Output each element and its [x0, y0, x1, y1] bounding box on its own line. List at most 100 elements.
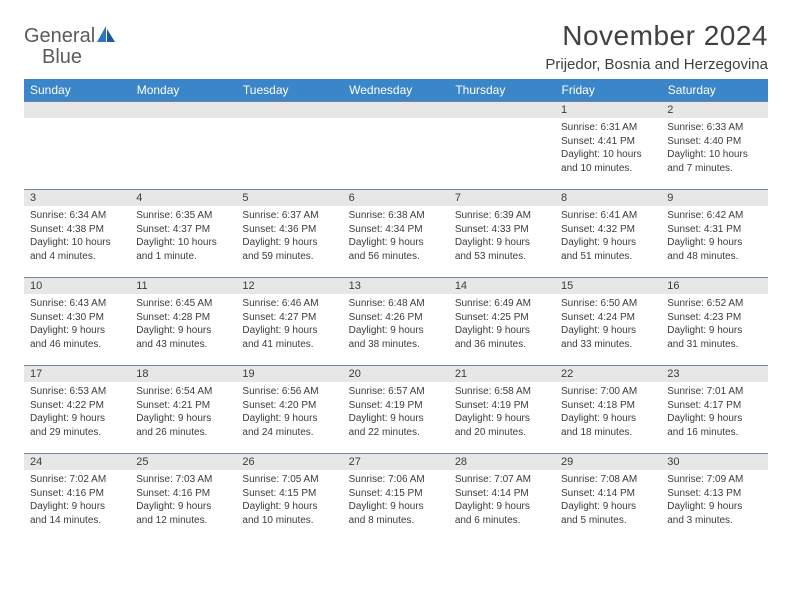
day-number: 6: [343, 189, 449, 206]
day-number: 17: [24, 365, 130, 382]
calendar-week-row: 17Sunrise: 6:53 AM Sunset: 4:22 PM Dayli…: [24, 365, 768, 453]
day-number: 22: [555, 365, 661, 382]
calendar-day-cell: .: [449, 101, 555, 189]
calendar-day-cell: .: [343, 101, 449, 189]
calendar-day-cell: 10Sunrise: 6:43 AM Sunset: 4:30 PM Dayli…: [24, 277, 130, 365]
day-number: .: [449, 101, 555, 118]
weekday-header: Saturday: [661, 79, 767, 101]
calendar-day-cell: 6Sunrise: 6:38 AM Sunset: 4:34 PM Daylig…: [343, 189, 449, 277]
calendar-day-cell: 27Sunrise: 7:06 AM Sunset: 4:15 PM Dayli…: [343, 453, 449, 541]
day-details: Sunrise: 7:08 AM Sunset: 4:14 PM Dayligh…: [555, 470, 661, 531]
calendar-header-row: SundayMondayTuesdayWednesdayThursdayFrid…: [24, 79, 768, 101]
calendar-day-cell: 14Sunrise: 6:49 AM Sunset: 4:25 PM Dayli…: [449, 277, 555, 365]
brand-text-2: Blue: [24, 46, 82, 68]
day-number: 10: [24, 277, 130, 294]
day-details: Sunrise: 7:02 AM Sunset: 4:16 PM Dayligh…: [24, 470, 130, 531]
sail-icon: [97, 29, 115, 46]
day-details: Sunrise: 6:50 AM Sunset: 4:24 PM Dayligh…: [555, 294, 661, 355]
calendar-week-row: 24Sunrise: 7:02 AM Sunset: 4:16 PM Dayli…: [24, 453, 768, 541]
calendar-day-cell: 28Sunrise: 7:07 AM Sunset: 4:14 PM Dayli…: [449, 453, 555, 541]
day-details: Sunrise: 6:48 AM Sunset: 4:26 PM Dayligh…: [343, 294, 449, 355]
calendar-day-cell: 1Sunrise: 6:31 AM Sunset: 4:41 PM Daylig…: [555, 101, 661, 189]
day-details: Sunrise: 6:43 AM Sunset: 4:30 PM Dayligh…: [24, 294, 130, 355]
calendar-table: SundayMondayTuesdayWednesdayThursdayFrid…: [24, 79, 768, 541]
weekday-header: Wednesday: [343, 79, 449, 101]
day-number: 2: [661, 101, 767, 118]
calendar-day-cell: .: [24, 101, 130, 189]
day-details: Sunrise: 7:07 AM Sunset: 4:14 PM Dayligh…: [449, 470, 555, 531]
day-details: Sunrise: 6:34 AM Sunset: 4:38 PM Dayligh…: [24, 206, 130, 267]
day-details: Sunrise: 6:49 AM Sunset: 4:25 PM Dayligh…: [449, 294, 555, 355]
location-subtitle: Prijedor, Bosnia and Herzegovina: [545, 56, 768, 73]
day-details: Sunrise: 6:46 AM Sunset: 4:27 PM Dayligh…: [236, 294, 342, 355]
day-number: 13: [343, 277, 449, 294]
day-number: 9: [661, 189, 767, 206]
weekday-header: Monday: [130, 79, 236, 101]
day-details: Sunrise: 6:45 AM Sunset: 4:28 PM Dayligh…: [130, 294, 236, 355]
calendar-week-row: 3Sunrise: 6:34 AM Sunset: 4:38 PM Daylig…: [24, 189, 768, 277]
day-details: Sunrise: 6:39 AM Sunset: 4:33 PM Dayligh…: [449, 206, 555, 267]
day-details: Sunrise: 6:52 AM Sunset: 4:23 PM Dayligh…: [661, 294, 767, 355]
day-number: .: [343, 101, 449, 118]
day-details: Sunrise: 6:42 AM Sunset: 4:31 PM Dayligh…: [661, 206, 767, 267]
day-number: 7: [449, 189, 555, 206]
calendar-day-cell: 30Sunrise: 7:09 AM Sunset: 4:13 PM Dayli…: [661, 453, 767, 541]
day-details: Sunrise: 6:38 AM Sunset: 4:34 PM Dayligh…: [343, 206, 449, 267]
weekday-header: Friday: [555, 79, 661, 101]
day-number: 8: [555, 189, 661, 206]
day-details: Sunrise: 6:41 AM Sunset: 4:32 PM Dayligh…: [555, 206, 661, 267]
day-number: 19: [236, 365, 342, 382]
calendar-day-cell: 5Sunrise: 6:37 AM Sunset: 4:36 PM Daylig…: [236, 189, 342, 277]
calendar-day-cell: 11Sunrise: 6:45 AM Sunset: 4:28 PM Dayli…: [130, 277, 236, 365]
weekday-header: Thursday: [449, 79, 555, 101]
calendar-day-cell: 21Sunrise: 6:58 AM Sunset: 4:19 PM Dayli…: [449, 365, 555, 453]
day-details: Sunrise: 6:56 AM Sunset: 4:20 PM Dayligh…: [236, 382, 342, 443]
calendar-day-cell: 23Sunrise: 7:01 AM Sunset: 4:17 PM Dayli…: [661, 365, 767, 453]
brand-logo: General Blue: [24, 20, 115, 68]
day-number: 23: [661, 365, 767, 382]
calendar-day-cell: 29Sunrise: 7:08 AM Sunset: 4:14 PM Dayli…: [555, 453, 661, 541]
brand-text-1: General: [24, 25, 95, 47]
day-details: Sunrise: 7:00 AM Sunset: 4:18 PM Dayligh…: [555, 382, 661, 443]
weekday-header: Tuesday: [236, 79, 342, 101]
day-number: 21: [449, 365, 555, 382]
day-number: .: [236, 101, 342, 118]
day-number: 28: [449, 453, 555, 470]
calendar-day-cell: 16Sunrise: 6:52 AM Sunset: 4:23 PM Dayli…: [661, 277, 767, 365]
day-details: Sunrise: 7:09 AM Sunset: 4:13 PM Dayligh…: [661, 470, 767, 531]
day-details: Sunrise: 6:31 AM Sunset: 4:41 PM Dayligh…: [555, 118, 661, 179]
day-number: .: [24, 101, 130, 118]
calendar-day-cell: 18Sunrise: 6:54 AM Sunset: 4:21 PM Dayli…: [130, 365, 236, 453]
day-details: Sunrise: 6:53 AM Sunset: 4:22 PM Dayligh…: [24, 382, 130, 443]
calendar-day-cell: 12Sunrise: 6:46 AM Sunset: 4:27 PM Dayli…: [236, 277, 342, 365]
day-details: Sunrise: 7:05 AM Sunset: 4:15 PM Dayligh…: [236, 470, 342, 531]
day-details: Sunrise: 6:54 AM Sunset: 4:21 PM Dayligh…: [130, 382, 236, 443]
day-number: 4: [130, 189, 236, 206]
day-number: 18: [130, 365, 236, 382]
day-details: Sunrise: 6:37 AM Sunset: 4:36 PM Dayligh…: [236, 206, 342, 267]
day-number: 26: [236, 453, 342, 470]
day-number: 14: [449, 277, 555, 294]
day-number: 16: [661, 277, 767, 294]
day-number: 3: [24, 189, 130, 206]
calendar-day-cell: 9Sunrise: 6:42 AM Sunset: 4:31 PM Daylig…: [661, 189, 767, 277]
calendar-week-row: .....1Sunrise: 6:31 AM Sunset: 4:41 PM D…: [24, 101, 768, 189]
weekday-header: Sunday: [24, 79, 130, 101]
calendar-week-row: 10Sunrise: 6:43 AM Sunset: 4:30 PM Dayli…: [24, 277, 768, 365]
calendar-day-cell: 26Sunrise: 7:05 AM Sunset: 4:15 PM Dayli…: [236, 453, 342, 541]
calendar-day-cell: 19Sunrise: 6:56 AM Sunset: 4:20 PM Dayli…: [236, 365, 342, 453]
calendar-day-cell: .: [236, 101, 342, 189]
day-details: Sunrise: 7:03 AM Sunset: 4:16 PM Dayligh…: [130, 470, 236, 531]
day-details: Sunrise: 7:01 AM Sunset: 4:17 PM Dayligh…: [661, 382, 767, 443]
calendar-day-cell: 13Sunrise: 6:48 AM Sunset: 4:26 PM Dayli…: [343, 277, 449, 365]
calendar-day-cell: 22Sunrise: 7:00 AM Sunset: 4:18 PM Dayli…: [555, 365, 661, 453]
day-number: 1: [555, 101, 661, 118]
day-details: Sunrise: 6:33 AM Sunset: 4:40 PM Dayligh…: [661, 118, 767, 179]
calendar-day-cell: .: [130, 101, 236, 189]
day-number: 27: [343, 453, 449, 470]
calendar-day-cell: 15Sunrise: 6:50 AM Sunset: 4:24 PM Dayli…: [555, 277, 661, 365]
day-number: 11: [130, 277, 236, 294]
day-number: .: [130, 101, 236, 118]
month-title: November 2024: [545, 20, 768, 52]
day-number: 30: [661, 453, 767, 470]
